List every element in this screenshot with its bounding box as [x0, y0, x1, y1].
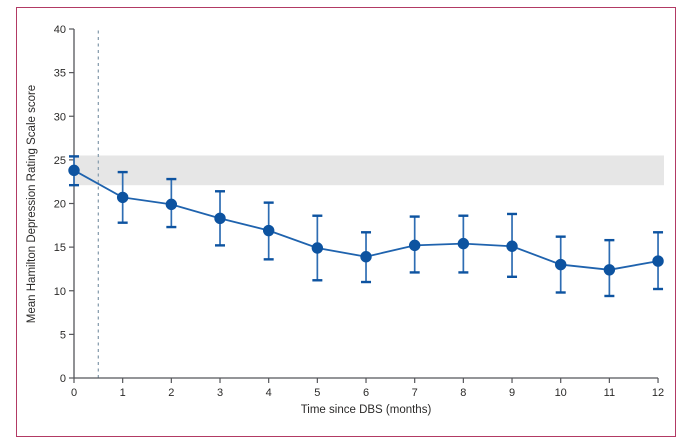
- x-tick-label: 7: [412, 387, 418, 399]
- y-tick-label: 35: [54, 68, 66, 80]
- y-tick-label: 0: [60, 373, 66, 385]
- x-tick-label: 8: [460, 387, 466, 399]
- data-point: [506, 240, 518, 252]
- data-point: [457, 237, 470, 250]
- data-point: [652, 255, 664, 267]
- y-tick-label: 5: [60, 329, 66, 341]
- x-tick-label: 9: [509, 387, 515, 399]
- data-point: [360, 251, 372, 263]
- y-tick-label: 25: [54, 155, 66, 167]
- y-tick-label: 30: [54, 111, 66, 123]
- x-tick-label: 11: [604, 387, 615, 399]
- y-tick-label: 15: [54, 242, 66, 254]
- y-tick-label: 10: [54, 286, 66, 298]
- x-tick-label: 1: [120, 387, 126, 399]
- x-tick-label: 2: [168, 387, 174, 399]
- x-tick-label: 5: [314, 387, 320, 399]
- y-tick-label: 40: [54, 24, 66, 36]
- data-point: [214, 212, 226, 225]
- x-tick-label: 6: [363, 387, 369, 399]
- data-point: [68, 164, 80, 177]
- x-tick-label: 12: [652, 387, 664, 399]
- baseline-band: [74, 155, 664, 186]
- y-tick-label: 20: [54, 199, 66, 211]
- x-tick-label: 0: [71, 387, 77, 399]
- data-point: [165, 198, 178, 211]
- data-point: [311, 242, 324, 254]
- figure-frame: 0 5 10 15 20 25 30 35 40 0 1 2 3 4 5 6 7 8 9 10 11 12 Mean Ha…: [16, 7, 676, 437]
- x-tick-label: 4: [266, 387, 272, 399]
- x-tick-label: 3: [217, 387, 223, 399]
- data-point: [116, 191, 129, 204]
- x-tick-label: 10: [555, 387, 567, 399]
- data-point: [262, 224, 275, 237]
- data-point: [555, 258, 567, 271]
- data-point: [603, 264, 616, 276]
- data-point: [408, 239, 421, 252]
